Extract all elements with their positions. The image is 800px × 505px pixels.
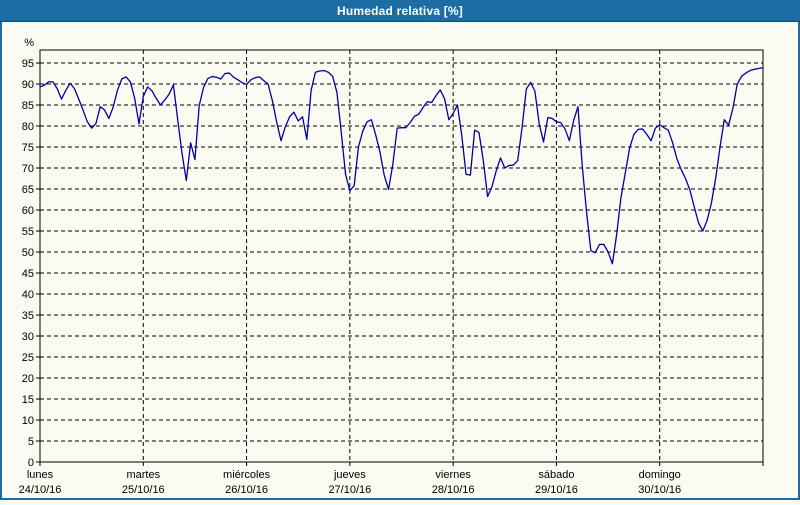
y-tick-label: 30 xyxy=(22,331,34,343)
y-tick-label: 50 xyxy=(22,247,34,259)
humidity-series-line xyxy=(39,66,764,265)
x-day-label: viernes xyxy=(435,469,471,481)
y-tick-label: 20 xyxy=(22,373,34,385)
plot-area xyxy=(40,50,763,462)
y-tick-label: 95 xyxy=(22,58,34,70)
y-tick-label: 40 xyxy=(22,289,34,301)
x-day-label: martes xyxy=(126,469,160,481)
plot-border xyxy=(39,49,764,463)
x-date-label: 29/10/16 xyxy=(535,484,578,496)
y-tick-label: 55 xyxy=(22,226,34,238)
x-date-label: 26/10/16 xyxy=(225,484,268,496)
y-tick-label: 0 xyxy=(28,457,34,469)
y-tick-label: 5 xyxy=(28,436,34,448)
x-date-label: 27/10/16 xyxy=(328,484,371,496)
y-tick-label: 90 xyxy=(22,79,34,91)
y-tick-label: 70 xyxy=(22,163,34,175)
title-bar: Humedad relativa [%] xyxy=(0,0,800,22)
y-tick-label: 10 xyxy=(22,415,34,427)
window-title: Humedad relativa [%] xyxy=(336,3,464,18)
y-tick-label: 25 xyxy=(22,352,34,364)
x-date-label: 28/10/16 xyxy=(432,484,475,496)
x-day-label: lunes xyxy=(27,469,54,481)
y-tick-label: 60 xyxy=(22,205,34,217)
y-axis-unit-label: % xyxy=(24,37,34,49)
x-day-label: miércoles xyxy=(223,469,271,481)
y-tick-label: 65 xyxy=(22,184,34,196)
y-tick-label: 85 xyxy=(22,100,34,112)
chart-container: 0 5 10 15 20 25 30 35 40 45 50 55 60 65 70 75 80 85 90 95% l… xyxy=(0,22,800,500)
y-tick-label: 35 xyxy=(22,310,34,322)
x-day-label: domingo xyxy=(639,469,681,481)
y-tick-label: 75 xyxy=(22,142,34,154)
x-day-label: sábado xyxy=(538,469,574,481)
x-day-label: jueves xyxy=(333,469,366,481)
y-tick-label: 45 xyxy=(22,268,34,280)
x-date-label: 25/10/16 xyxy=(122,484,165,496)
x-date-label: 30/10/16 xyxy=(638,484,681,496)
x-date-label: 24/10/16 xyxy=(19,484,62,496)
y-tick-label: 80 xyxy=(22,121,34,133)
y-tick-label: 15 xyxy=(22,394,34,406)
humidity-line-chart: 0 5 10 15 20 25 30 35 40 45 50 55 60 65 70 75 80 85 90 95% l… xyxy=(19,37,764,496)
